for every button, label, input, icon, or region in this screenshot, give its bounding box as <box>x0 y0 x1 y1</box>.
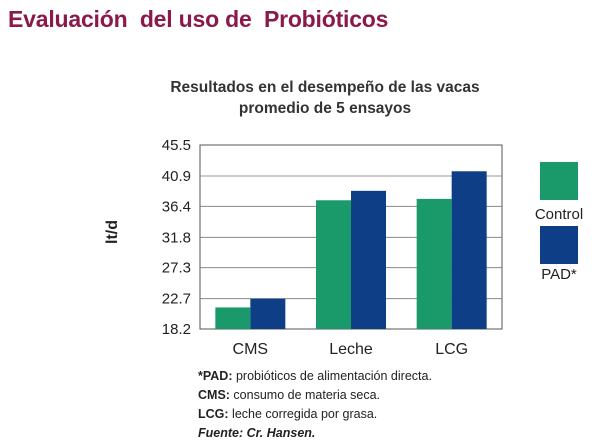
bar-cms-control <box>215 307 251 329</box>
y-tick-label: 31.8 <box>162 229 191 246</box>
chart-title-line-2: promedio de 5 ensayos <box>238 100 412 117</box>
x-tick-label: CMS <box>233 341 269 358</box>
y-tick-label: 27.3 <box>162 260 191 277</box>
y-tick-label: 18.2 <box>162 321 191 338</box>
footnote-cms: CMS: consumo de materia seca. <box>198 388 381 402</box>
y-tick-label: 36.4 <box>162 198 191 215</box>
bar-lcg-control <box>416 198 452 329</box>
y-tick-label: 45.5 <box>162 137 191 154</box>
y-tick-label: 40.9 <box>162 168 191 185</box>
bar-leche-pad <box>351 190 386 329</box>
page-heading: Evaluación del uso de Probióticos <box>8 6 389 32</box>
x-tick-label: LCG <box>435 341 468 358</box>
legend-swatch-pad <box>540 226 578 264</box>
bar-cms-pad <box>250 298 286 329</box>
source-note: Fuente: Cr. Hansen. <box>198 426 316 440</box>
legend-label-pad: PAD* <box>541 266 577 283</box>
x-tick-label: Leche <box>329 341 373 358</box>
footnote-lcg: LCG: leche corregida por grasa. <box>198 407 378 421</box>
chart-title-line-1: Resultados en el desempeño de las vacas <box>170 79 480 96</box>
footnotes: *PAD: probióticos de alimentación direct… <box>198 367 432 443</box>
bar-lcg-pad <box>451 171 487 329</box>
y-tick-label: 22.7 <box>162 291 191 308</box>
legend-label-control: Control <box>535 206 583 223</box>
chart-title: Resultados en el desempeño de las vacas … <box>140 77 510 119</box>
bar-leche-control <box>316 200 351 329</box>
y-axis-label: lt/d <box>104 220 121 244</box>
footnote-pad: *PAD: probióticos de alimentación direct… <box>198 369 432 383</box>
legend-swatch-control <box>540 162 578 200</box>
